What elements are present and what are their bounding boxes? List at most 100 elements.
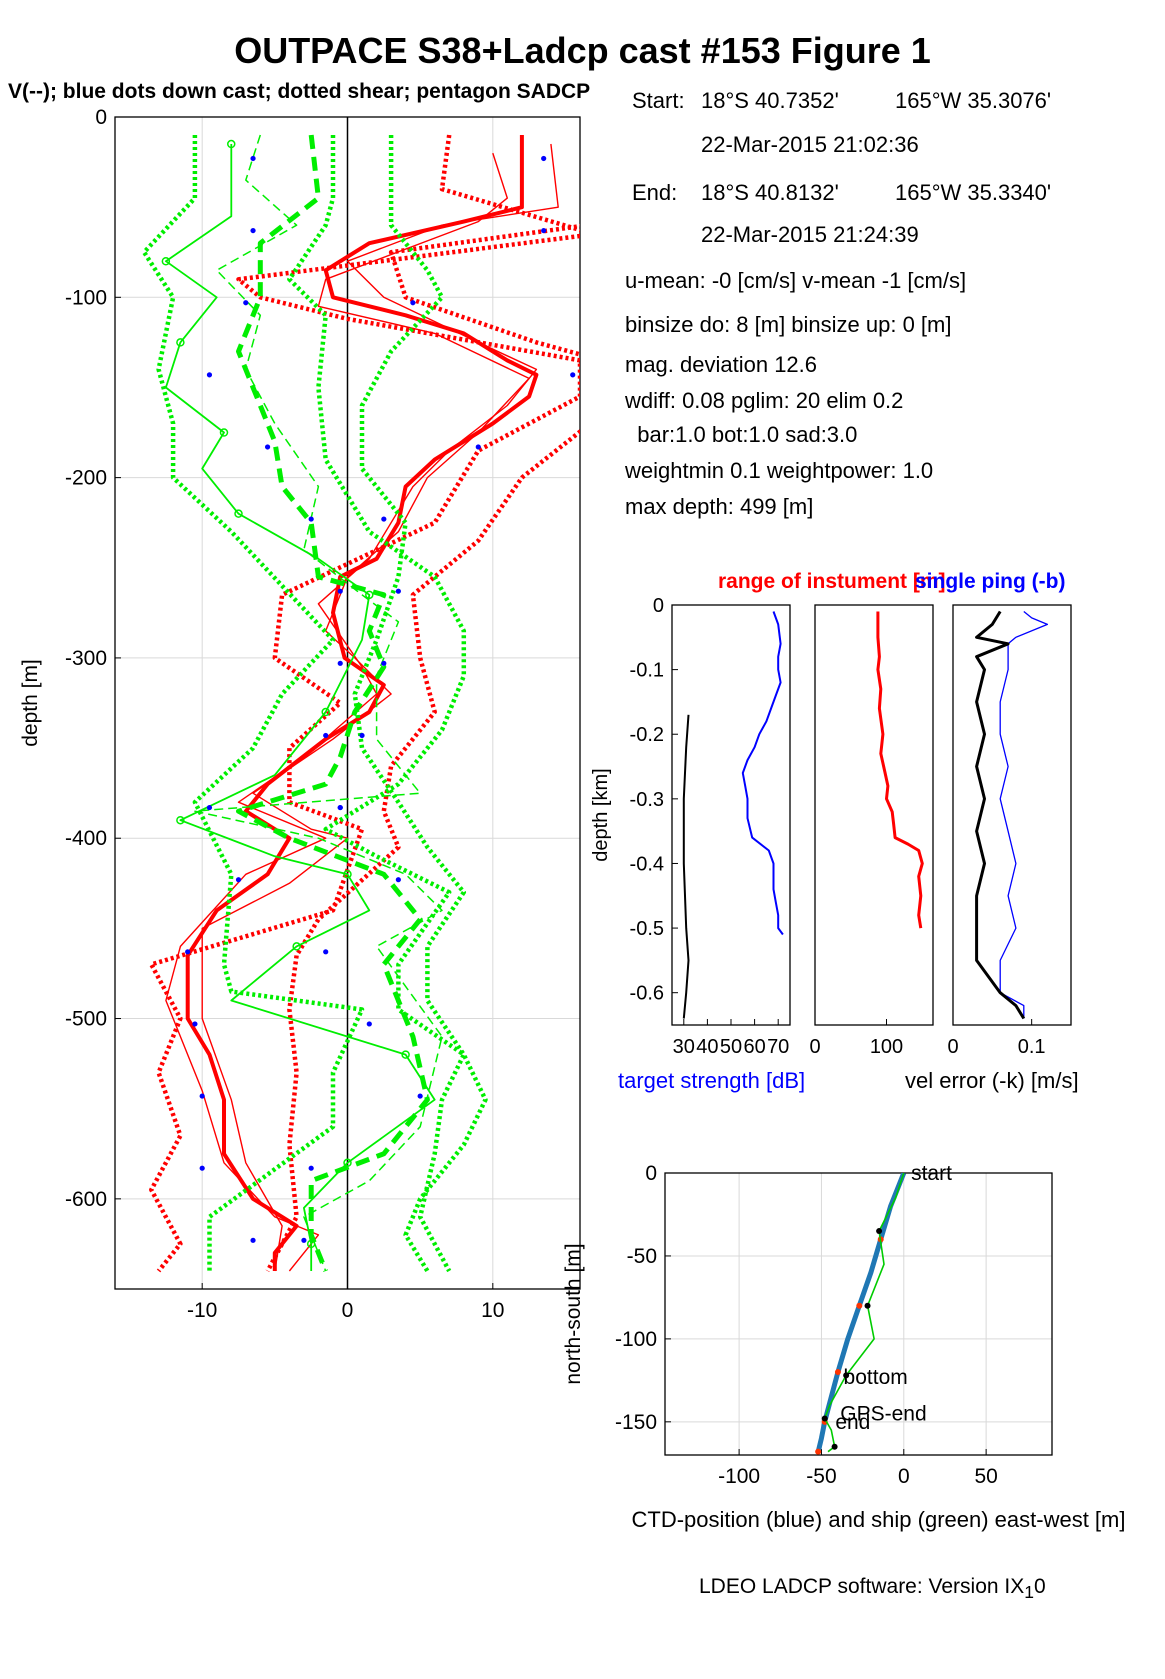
target_strength-ytick-label: -0.5 bbox=[630, 918, 664, 940]
downcast-dot bbox=[206, 372, 213, 378]
velocity_profile-series-9-line bbox=[287, 135, 467, 1273]
ctd_track-ylabel: north-south [m] bbox=[562, 1243, 585, 1384]
target_strength-ytick-label: -0.3 bbox=[630, 789, 664, 811]
figure-subtitle: V(--); blue dots down cast; dotted shear… bbox=[8, 80, 591, 103]
velocity_profile-series-7-marker bbox=[227, 139, 236, 149]
downcast-dot bbox=[185, 949, 191, 955]
target_strength-ytick-label: -0.4 bbox=[630, 853, 664, 875]
ctd_track-track-marker bbox=[821, 1415, 828, 1422]
velocity_profile-series-7-marker bbox=[401, 1050, 410, 1059]
downcast-dot bbox=[410, 300, 416, 306]
ctd_track-annotation-bottom: bottom bbox=[844, 1366, 908, 1389]
target_strength-xtick-label: 60 bbox=[743, 1036, 765, 1058]
vel_error-series-0-line bbox=[999, 610, 1049, 1019]
max-depth: max depth: 499 [m] bbox=[625, 494, 814, 519]
downcast-dot bbox=[264, 444, 271, 450]
ctd_track-axes: -100 -50 0 50 0 -50 -100 -150 north-south [m] CTD… bbox=[562, 1162, 1125, 1532]
footer-subscript: 1 bbox=[1024, 1582, 1034, 1603]
velocity_profile-series-7-marker bbox=[321, 707, 330, 717]
vel_error-xtick-label: 0 bbox=[947, 1036, 958, 1058]
ctd_track-annotation-end: end bbox=[835, 1411, 870, 1434]
velocity_profile-series-7-marker bbox=[234, 509, 243, 518]
velocity_profile-series-7-marker bbox=[176, 338, 185, 347]
binsize-info: binsize do: 8 [m] binsize up: 0 [m] bbox=[625, 312, 952, 337]
target_strength-xtick-label: 50 bbox=[720, 1036, 742, 1058]
downcast-dot bbox=[199, 1165, 205, 1171]
downcast-dot bbox=[235, 877, 242, 883]
target-strength-xlabel: target strength [dB] bbox=[618, 1068, 805, 1093]
vel_error-frame bbox=[952, 604, 1072, 1026]
downcast-dot bbox=[395, 877, 401, 883]
velocity_profile-series-7-marker bbox=[365, 590, 374, 600]
ctd_track-ship-track bbox=[823, 1173, 905, 1453]
velocity_profile-series-7-line bbox=[164, 144, 436, 1271]
end-label: End: bbox=[632, 180, 678, 205]
downcast-dot bbox=[199, 1093, 205, 1099]
downcast-dot bbox=[308, 516, 314, 522]
velocity_profile-series-10-line bbox=[352, 135, 488, 1273]
bar-info: bar:1.0 bot:1.0 sad:3.0 bbox=[625, 422, 858, 447]
ctd_track-ytick-label: -50 bbox=[627, 1245, 657, 1268]
downcast-dot bbox=[475, 444, 481, 450]
velocity_profile-series-2-line bbox=[201, 152, 530, 1272]
velocity_profile-series-7-marker bbox=[161, 256, 171, 266]
downcast-dot bbox=[323, 949, 329, 955]
velocity_profile-ytick-label: -200 bbox=[65, 467, 107, 490]
target_strength-ytick-label: -0.6 bbox=[630, 983, 664, 1005]
footer-tail: 0 bbox=[1034, 1575, 1046, 1598]
ctd_track-track-marker bbox=[856, 1302, 863, 1309]
mid-title-red: range of instument [m] bbox=[718, 570, 946, 593]
ctd_track-annotation-gps-end: GPS-end bbox=[840, 1403, 926, 1426]
ctd_track-ytick-label: -150 bbox=[615, 1411, 657, 1434]
velocity_profile-series-8-line bbox=[141, 135, 365, 1271]
downcast-dot bbox=[323, 732, 329, 739]
ctd_track-track-marker bbox=[876, 1228, 883, 1235]
end-lon: 165°W 35.3340' bbox=[895, 180, 1052, 205]
downcast-dot bbox=[301, 1237, 307, 1243]
figure-title: OUTPACE S38+Ladcp cast #153 Figure 1 bbox=[234, 30, 931, 71]
velocity_profile-series-4-line bbox=[265, 223, 580, 1273]
downcast-dot bbox=[541, 155, 547, 162]
velocity_profile-ytick-label: -300 bbox=[65, 647, 107, 670]
downcast-dot bbox=[192, 1021, 198, 1027]
velocity_profile-series-3-line bbox=[149, 134, 580, 1273]
mag-deviation: mag. deviation 12.6 bbox=[625, 352, 818, 377]
velocity_profile-series-5-line bbox=[236, 134, 430, 1272]
mean-velocities: u-mean: -0 [cm/s] v-mean -1 [cm/s] bbox=[625, 268, 967, 293]
ctd_track-xtick-label: -50 bbox=[806, 1465, 836, 1488]
ctd_track-track-marker bbox=[864, 1302, 871, 1309]
downcast-dot bbox=[359, 732, 365, 739]
velocity_profile-xtick-label: 10 bbox=[481, 1299, 504, 1322]
target_strength-xtick-label: 40 bbox=[696, 1036, 718, 1058]
velocity_profile-series-7-marker bbox=[306, 1239, 316, 1249]
velocity_profile-ytick-label: -400 bbox=[65, 827, 107, 850]
footer-credit: LDEO LADCP software: Version IX10 bbox=[699, 1575, 1046, 1603]
velocity_profile-series-7-marker bbox=[176, 815, 185, 825]
ctd_track-ytick-label: -100 bbox=[615, 1328, 657, 1351]
end-time: 22-Mar-2015 21:24:39 bbox=[701, 222, 919, 247]
velocity_profile-series-7-marker bbox=[292, 942, 301, 951]
target_strength-ytick-label: -0.1 bbox=[630, 660, 664, 682]
downcast-dot bbox=[395, 588, 401, 594]
downcast-dot bbox=[206, 804, 213, 811]
downcast-dot bbox=[381, 516, 387, 522]
vel_error-axes: 0 0.1 bbox=[947, 604, 1072, 1058]
ctd_track-frame bbox=[664, 1172, 1053, 1456]
start-lon: 165°W 35.3076' bbox=[895, 88, 1052, 113]
mid-title-blue: single ping (-b) bbox=[915, 570, 1065, 593]
downcast-dot bbox=[243, 300, 249, 306]
velocity_profile-ytick-label: 0 bbox=[95, 106, 107, 129]
velocity_profile-series-6-line bbox=[194, 134, 443, 1272]
target_strength-frame bbox=[671, 604, 791, 1026]
velocity_profile-ylabel: depth [m] bbox=[19, 659, 42, 747]
downcast-dot bbox=[337, 804, 343, 811]
target_strength-ytick-label: -0.2 bbox=[630, 724, 664, 746]
start-lat: 18°S 40.7352' bbox=[701, 88, 839, 113]
downcast-dot bbox=[541, 227, 547, 234]
vel_error-series-1-line bbox=[975, 610, 1026, 1020]
downcast-dot bbox=[337, 660, 343, 666]
downcast-dot bbox=[250, 1237, 256, 1243]
downcast-dot bbox=[337, 588, 343, 594]
